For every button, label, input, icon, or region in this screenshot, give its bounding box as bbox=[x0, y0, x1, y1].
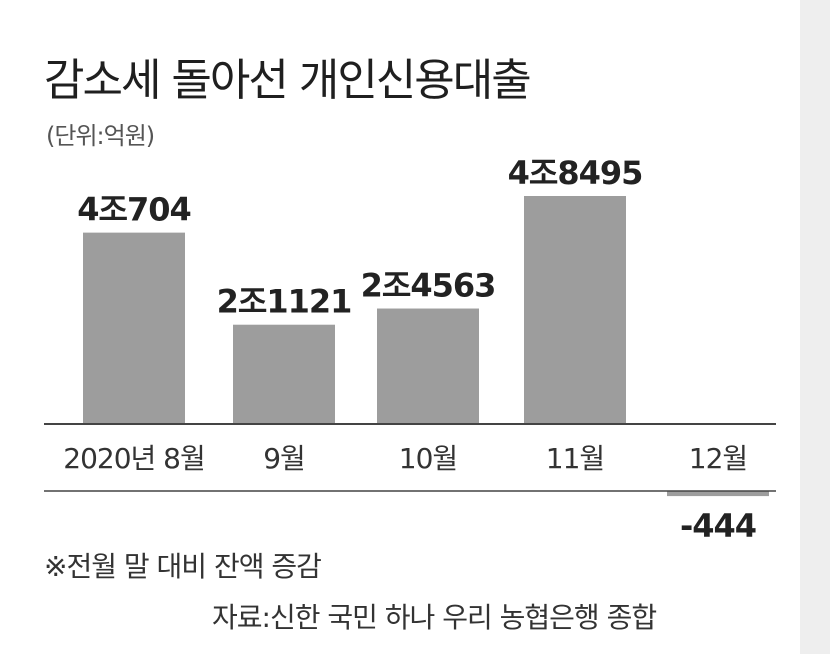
bars-layer bbox=[83, 196, 769, 497]
bar bbox=[377, 308, 479, 424]
category-tick-label: 9월 bbox=[263, 442, 305, 475]
unit-label: (단위:억원) bbox=[46, 122, 155, 150]
data-label: 4조704 bbox=[77, 191, 191, 229]
category-tick-label: 12월 bbox=[689, 442, 747, 475]
labels-layer: 4조704 2020년 8월 2조1121 9월 2조4563 10월 4조8495 11월 -… bbox=[63, 154, 757, 545]
category-tick-label: 11월 bbox=[546, 442, 604, 475]
data-label: 4조8495 bbox=[508, 154, 643, 192]
bar bbox=[524, 196, 626, 424]
category-tick-label: 10월 bbox=[399, 442, 457, 475]
axis-layer bbox=[44, 423, 776, 492]
bar-chart: 4조704 2020년 8월 2조1121 9월 2조4563 10월 4조8495 11월 -… bbox=[44, 154, 776, 545]
data-label: 2조1121 bbox=[217, 283, 352, 321]
data-label: 2조4563 bbox=[361, 267, 496, 305]
category-tick-label: 2020년 8월 bbox=[63, 442, 205, 475]
source-credit: 자료:신한 국민 하나 우리 농협은행 종합 bbox=[212, 601, 657, 634]
footnote: ※전월 말 대비 잔액 증감 bbox=[44, 550, 322, 583]
data-label: -444 bbox=[680, 507, 756, 545]
bar bbox=[83, 232, 185, 424]
right-margin-strip bbox=[800, 0, 830, 654]
bar-negative bbox=[667, 491, 769, 497]
bar bbox=[233, 324, 335, 424]
chart-title: 감소세 돌아선 개인신용대출 bbox=[44, 55, 532, 106]
